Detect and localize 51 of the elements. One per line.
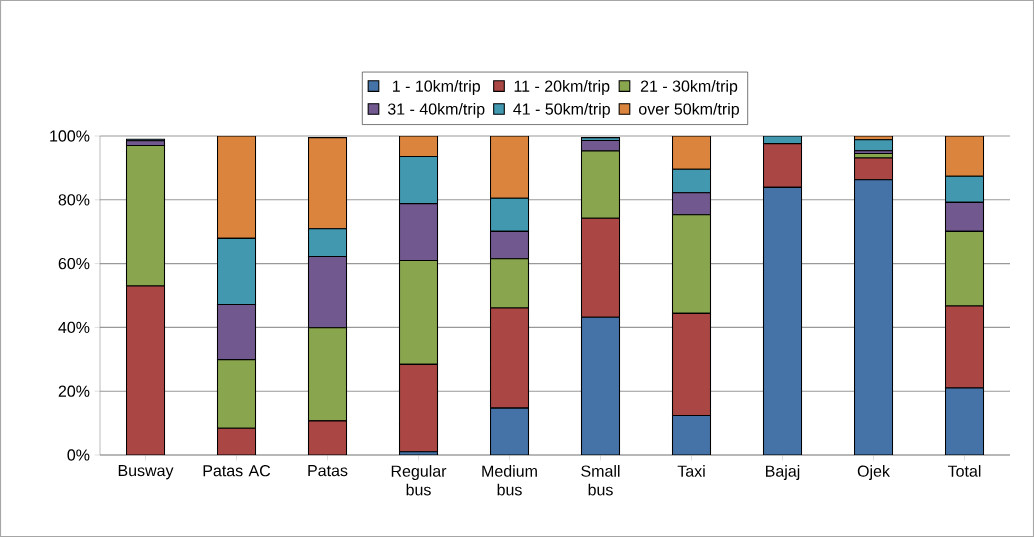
bar	[853, 179, 894, 455]
legend-label: 11 - 20km/trip	[514, 80, 610, 95]
bar	[398, 155, 439, 205]
bar	[944, 175, 985, 203]
bar	[216, 136, 257, 239]
bar	[216, 427, 257, 455]
legend-label: 1 - 10km/trip	[392, 80, 480, 95]
bar	[398, 136, 439, 157]
y-tick-label: 60%	[58, 257, 90, 270]
bar	[853, 139, 894, 152]
bar	[762, 143, 803, 188]
bar	[307, 228, 348, 258]
bar	[671, 136, 712, 170]
x-tick-label: Taxi	[677, 465, 705, 477]
y-tick-label: 0%	[67, 449, 90, 461]
bar	[671, 312, 712, 416]
bar	[580, 316, 621, 455]
x-tick-label: Total	[947, 465, 981, 477]
bar	[307, 420, 348, 455]
legend-label: over 50km/trip	[639, 102, 739, 118]
bar	[944, 387, 985, 455]
bar	[489, 307, 530, 409]
y-tick-label: 100%	[50, 130, 90, 142]
x-tick-label: Busway	[118, 465, 174, 480]
bar	[489, 136, 530, 199]
bar	[853, 157, 894, 181]
bar	[944, 305, 985, 389]
bar	[671, 168, 712, 194]
x-tick-label: Small bus	[581, 465, 620, 496]
bar	[762, 186, 803, 455]
x-tick-label: Regular bus	[391, 465, 447, 496]
legend-label: 21 - 30km/trip	[640, 80, 738, 95]
legend-label: 31 - 40km/trip	[387, 102, 485, 118]
x-tick-label: Medium bus	[482, 465, 537, 496]
bar	[216, 237, 257, 305]
bar	[489, 197, 530, 232]
y-tick-label: 20%	[58, 385, 90, 397]
x-tick-label: Ojek	[857, 465, 890, 480]
bar	[489, 407, 530, 455]
y-tick-label: 40%	[58, 321, 90, 334]
bar	[307, 137, 348, 230]
x-tick-label: Patas AC	[203, 465, 271, 477]
bar	[125, 285, 166, 455]
bar	[398, 363, 439, 453]
bar	[944, 136, 985, 177]
x-tick-label: Patas	[308, 465, 348, 477]
legend-label: 41 - 50km/trip	[513, 102, 610, 118]
bar	[580, 217, 621, 318]
y-tick-label: 80%	[58, 194, 90, 206]
bar	[671, 414, 712, 455]
x-tick-label: Bajaj	[766, 465, 800, 480]
